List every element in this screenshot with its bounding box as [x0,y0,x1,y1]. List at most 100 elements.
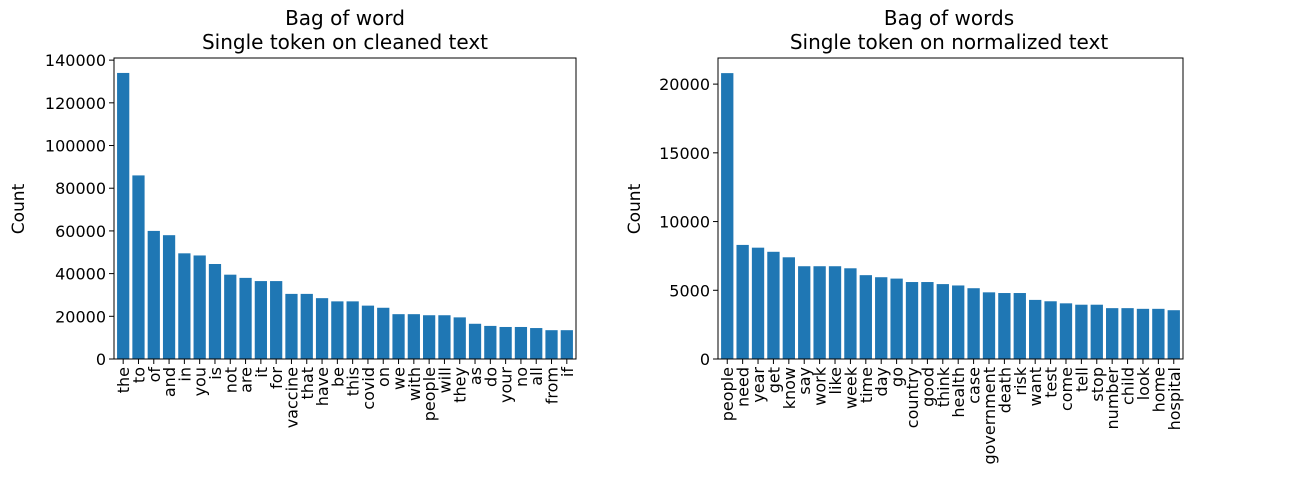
xtick-label-not: not [221,367,240,393]
bar-this [346,301,359,359]
bar-look [1136,308,1150,359]
xtick-label-number: number [1103,367,1122,430]
bar-all [530,328,543,359]
bar-if [560,330,573,359]
xtick-label-your: your [497,367,516,403]
bar-people [423,315,436,359]
bar-from [545,330,558,359]
xtick-label-of: of [145,367,164,383]
xtick-label-time: time [857,367,876,403]
xtick-label-say: say [795,367,814,395]
chart-right-ytick-label: 0 [700,350,710,369]
chart-left-ytick-label: 40000 [55,265,106,284]
bar-that [300,293,313,359]
bar-risk [1013,293,1026,359]
bar-your [499,326,512,359]
xtick-label-home: home [1149,367,1168,412]
chart-right-yaxis: 0 5000 10000 15000 20000 [659,75,718,369]
bar-like [828,266,842,359]
bar-come [1059,303,1073,359]
chart-left-ylabel: Count [9,183,29,234]
bar-good [921,282,934,359]
xtick-label-death: death [995,367,1014,413]
chart-right-xaxis: peopleneedyeargetknowsayworklikeweektime… [718,359,1184,465]
bar-to [132,175,145,359]
xtick-label-country: country [903,367,922,428]
bar-know [782,257,795,359]
bar-for [270,281,283,359]
xtick-label-people: people [718,367,737,421]
chart-right-ytick-label: 5000 [669,281,710,300]
xtick-label-work: work [811,366,830,405]
bar-day [875,277,888,359]
chart-right-title-line1: Bag of words [884,6,1014,30]
bar-they [453,317,466,359]
xtick-label-tell: tell [1072,367,1091,392]
bar-child [1121,308,1134,359]
xtick-label-good: good [918,367,937,407]
bar-we [392,314,405,359]
chart-left-frame [113,57,577,360]
bar-country [905,282,919,359]
xtick-label-as: as [466,367,485,385]
xtick-label-go: go [888,367,907,387]
xtick-label-this: this [344,367,363,396]
bar-need [736,244,749,359]
bar-time [859,275,872,359]
bar-of [147,230,160,359]
xtick-label-in: in [175,367,194,382]
bar-be [331,301,344,359]
chart-left-ytick-label: 100000 [45,137,106,156]
xtick-label-risk: risk [1011,366,1030,395]
bar-death [998,293,1011,359]
xtick-label-on: on [374,367,393,387]
xtick-label-they: they [451,367,470,403]
xtick-label-come: come [1057,367,1076,411]
xtick-label-that: that [298,367,317,400]
xtick-label-week: week [841,366,860,409]
chart-left-title-line1: Bag of word [285,6,405,30]
bar-week [844,268,857,359]
xtick-label-be: be [328,367,347,387]
xtick-label-case: case [965,367,984,404]
xtick-label-hospital: hospital [1165,367,1184,430]
bar-vaccine [285,293,298,359]
chart-right-ytick-label: 15000 [659,144,710,163]
chart-right-ytick-label: 20000 [659,75,710,94]
bar-get [767,251,780,359]
bar-no [514,326,528,359]
bar-home [1152,308,1165,359]
xtick-label-are: are [237,367,256,393]
xtick-label-like: like [826,367,845,394]
bar-health [952,285,965,359]
chart-right-title-line2: Single token on normalized text [790,30,1109,54]
chart-left-bars [117,72,573,359]
bar-in [178,253,191,359]
bar-do [484,325,497,359]
xtick-label-all: all [527,367,546,386]
chart-left-ytick-label: 140000 [45,51,106,70]
xtick-label-to: to [129,367,148,383]
xtick-label-vaccine: vaccine [282,367,301,428]
xtick-label-look: look [1134,366,1153,400]
bar-it [254,281,267,359]
bar-hospital [1167,310,1180,359]
xtick-label-it: it [252,367,271,378]
bar-have [315,298,329,359]
xtick-label-need: need [734,367,753,407]
bar-as [468,323,482,359]
bar-you [193,255,206,359]
chart-left-ytick-label: 60000 [55,222,106,241]
xtick-label-for: for [267,367,286,389]
bar-tell [1075,304,1088,359]
xtick-label-have: have [313,367,332,406]
bar-think [936,284,949,359]
chart-right: Bag of words Single token on normalized … [625,6,1184,465]
xtick-label-health: health [949,367,968,418]
bar-and [162,235,176,359]
bar-the [117,72,130,359]
xtick-label-if: if [558,367,577,377]
xtick-label-covid: covid [359,367,378,410]
xtick-label-from: from [543,367,562,404]
xtick-label-with: with [405,367,424,401]
